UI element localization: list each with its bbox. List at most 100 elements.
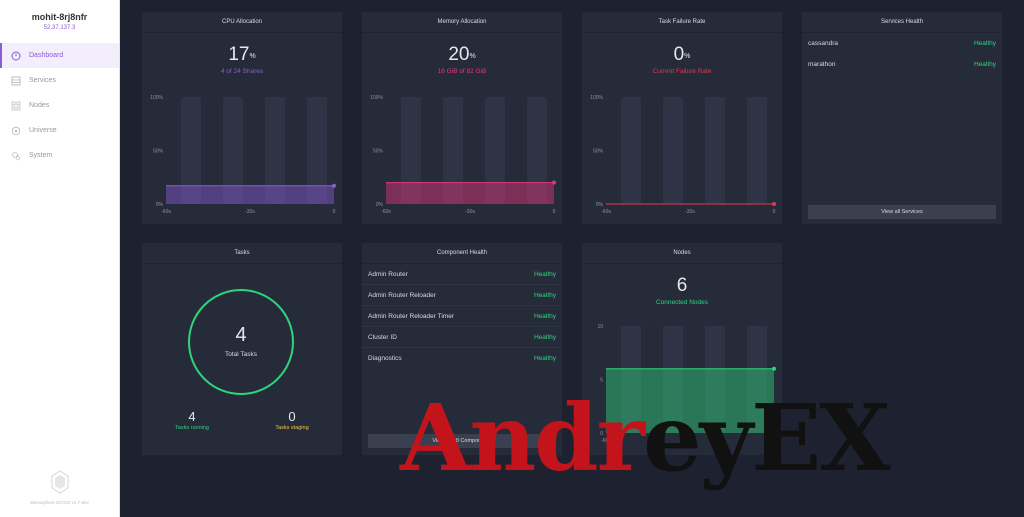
percent-unit: % <box>469 53 476 60</box>
service-name[interactable]: cassandra <box>808 40 838 47</box>
chart-bg-column <box>621 326 641 433</box>
dashboard-icon <box>10 50 21 61</box>
y-tick-label: 50% <box>373 149 384 155</box>
sidebar-item-label: Nodes <box>29 102 50 109</box>
x-tick-label: -60s <box>601 438 611 444</box>
nodes-subtitle: Connected Nodes <box>655 299 709 306</box>
tasks-panel: Tasks 4 Total Tasks 4 Tasks running 0 Ta… <box>142 243 342 455</box>
component-row[interactable]: Admin Router Reloader Timer Healthy <box>362 306 562 327</box>
tasks-staging-value: 0 <box>288 409 296 424</box>
panel-title: CPU Allocation <box>142 12 342 33</box>
y-tick-label: 0% <box>596 202 604 208</box>
component-status: Healthy <box>533 355 556 362</box>
x-tick-label: -60s <box>601 209 611 215</box>
component-row[interactable]: Admin Router Healthy <box>362 264 562 285</box>
x-tick-label: -30s <box>465 209 475 215</box>
cpu-subtitle: 4 of 24 Shares <box>220 68 264 75</box>
service-status: Healthy <box>973 61 996 68</box>
y-tick-label: 5 <box>600 378 603 384</box>
component-row[interactable]: Diagnostics Healthy <box>362 348 562 369</box>
dashboard-main: CPU Allocation 17% 4 of 24 Shares 100% 50… <box>120 0 1024 517</box>
failure-chart: 100% 50% 0%-60s -30s 0 <box>590 95 776 215</box>
cluster-ip: 52.37.137.3 <box>43 25 76 31</box>
view-all-services-button[interactable]: View all Services <box>808 205 996 219</box>
service-row[interactable]: marathon Healthy <box>802 54 1002 75</box>
y-tick-label: 0 <box>600 431 603 437</box>
chart-bg-column <box>485 97 505 204</box>
component-name: Admin Router Reloader <box>368 291 436 299</box>
panel-title: Component Health <box>362 243 562 264</box>
memory-allocation-panel: Memory Allocation 20% 16 GiB of 82 GiB 1… <box>362 12 562 224</box>
chart-area <box>386 182 554 204</box>
cpu-percent-value: 17 <box>228 44 250 65</box>
services-icon <box>10 75 21 86</box>
sidebar-nav: Dashboard Services Nodes Universe System <box>0 43 119 168</box>
sidebar-item-nodes[interactable]: Nodes <box>0 93 119 118</box>
memory-percent-value: 20 <box>448 44 470 65</box>
chart-bg-column <box>307 97 327 204</box>
x-tick-label: -60s <box>381 209 391 215</box>
panel-title: Memory Allocation <box>362 12 562 33</box>
chart-bg-column <box>401 97 421 204</box>
y-tick-label: 0% <box>376 202 384 208</box>
total-tasks-ring: 4 Total Tasks <box>188 289 294 395</box>
sidebar-item-label: Services <box>29 77 56 84</box>
x-tick-label: -30s <box>685 209 695 215</box>
failure-subtitle: Current Failure Rate <box>652 68 712 75</box>
sidebar-item-universe[interactable]: Universe <box>0 118 119 143</box>
x-tick-label: 0 <box>773 209 776 215</box>
view-all-components-button[interactable]: View all 28 Components <box>368 434 556 448</box>
chart-bg-column <box>663 326 683 433</box>
x-tick-label: 0 <box>773 438 776 444</box>
chart-bg-column <box>621 97 641 204</box>
chart-bg-column <box>443 97 463 204</box>
component-status: Healthy <box>533 333 556 341</box>
component-name: Cluster ID <box>368 333 397 341</box>
chart-area <box>606 368 774 433</box>
component-row[interactable]: Admin Router Reloader Healthy <box>362 285 562 306</box>
chart-bg-column <box>663 97 683 204</box>
chart-point <box>772 202 776 206</box>
y-tick-label: 50% <box>153 149 164 155</box>
sidebar-item-services[interactable]: Services <box>0 68 119 93</box>
sidebar-item-dashboard[interactable]: Dashboard <box>0 43 119 68</box>
cluster-name[interactable]: mohit-8rj8nfr <box>31 12 88 22</box>
nodes-count: 6 <box>676 275 688 296</box>
component-status: Healthy <box>533 270 556 278</box>
service-row[interactable]: cassandra Healthy <box>802 33 1002 54</box>
sidebar-item-system[interactable]: System <box>0 143 119 168</box>
y-tick-label: 100% <box>590 95 603 101</box>
tasks-running-stat: 4 Tasks running <box>162 409 222 431</box>
tasks-running-label: Tasks running <box>175 425 209 431</box>
memory-percent: 20% <box>362 43 562 67</box>
y-tick-label: 10 <box>597 324 603 330</box>
chart-point <box>552 180 556 185</box>
chart-point <box>332 183 336 188</box>
cpu-allocation-panel: CPU Allocation 17% 4 of 24 Shares 100% 50… <box>142 12 342 224</box>
percent-unit: % <box>684 53 691 60</box>
x-tick-label: -30s <box>685 438 695 444</box>
version-text: Mesosphere DC/OS v1.7-dev <box>30 500 89 505</box>
service-status: Healthy <box>973 40 996 47</box>
services-health-panel: Services Health cassandra Healthy marath… <box>802 12 1002 224</box>
component-name: Admin Router Reloader Timer <box>368 312 454 320</box>
chart-bg-column <box>223 97 243 204</box>
percent-unit: % <box>249 53 256 60</box>
universe-icon <box>10 125 21 136</box>
y-tick-label: 50% <box>593 149 604 155</box>
sidebar-item-label: Universe <box>29 127 57 134</box>
nodes-icon <box>10 100 21 111</box>
component-row[interactable]: Cluster ID Healthy <box>362 327 562 348</box>
x-tick-label: -30s <box>245 209 255 215</box>
cpu-percent: 17% <box>142 43 342 67</box>
y-tick-label: 100% <box>150 95 163 101</box>
component-status: Healthy <box>533 312 556 320</box>
panel-title: Services Health <box>802 12 1002 33</box>
sidebar-item-label: Dashboard <box>29 52 64 59</box>
x-tick-label: -60s <box>161 209 171 215</box>
memory-chart: 100% 50% 0%-60s -30s 0 <box>370 95 556 215</box>
chart-area <box>166 185 334 204</box>
service-name[interactable]: marathon <box>808 61 836 68</box>
failure-percent: 0% <box>582 43 782 67</box>
